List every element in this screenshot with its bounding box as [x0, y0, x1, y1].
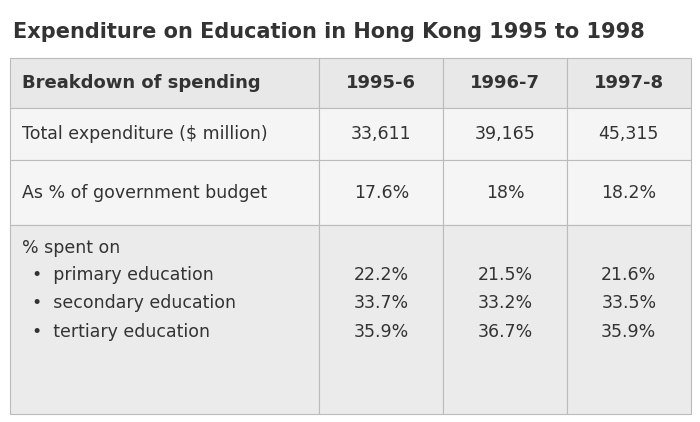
- Text: 45,315: 45,315: [598, 125, 659, 143]
- Bar: [10, 160, 319, 225]
- Text: 22.2%: 22.2%: [354, 266, 409, 284]
- Text: Total expenditure ($ million): Total expenditure ($ million): [22, 125, 267, 143]
- Text: 21.6%: 21.6%: [601, 266, 657, 284]
- Text: •  secondary education: • secondary education: [32, 295, 236, 313]
- Text: 33.2%: 33.2%: [477, 295, 533, 313]
- Bar: [567, 58, 691, 108]
- Bar: [443, 108, 567, 160]
- Bar: [567, 160, 691, 225]
- Bar: [567, 108, 691, 160]
- Text: Expenditure on Education in Hong Kong 1995 to 1998: Expenditure on Education in Hong Kong 19…: [13, 22, 645, 42]
- Text: 1996-7: 1996-7: [470, 74, 540, 92]
- Text: 21.5%: 21.5%: [477, 266, 533, 284]
- Bar: [443, 225, 567, 414]
- Text: 1995-6: 1995-6: [346, 74, 416, 92]
- Text: Breakdown of spending: Breakdown of spending: [22, 74, 260, 92]
- Bar: [319, 58, 443, 108]
- Text: •  primary education: • primary education: [32, 266, 214, 284]
- Text: 18%: 18%: [486, 184, 524, 201]
- Bar: [319, 108, 443, 160]
- Bar: [319, 160, 443, 225]
- Bar: [10, 108, 319, 160]
- Bar: [567, 225, 691, 414]
- Text: •  tertiary education: • tertiary education: [32, 323, 210, 341]
- Text: 1997-8: 1997-8: [594, 74, 664, 92]
- Text: 18.2%: 18.2%: [601, 184, 657, 201]
- Bar: [319, 225, 443, 414]
- Text: 17.6%: 17.6%: [354, 184, 409, 201]
- Text: 35.9%: 35.9%: [601, 323, 657, 341]
- Bar: [443, 160, 567, 225]
- Text: 33.5%: 33.5%: [601, 295, 657, 313]
- Text: 36.7%: 36.7%: [477, 323, 533, 341]
- Text: 33,611: 33,611: [351, 125, 412, 143]
- Text: 39,165: 39,165: [475, 125, 536, 143]
- Bar: [10, 225, 319, 414]
- Bar: [10, 58, 319, 108]
- Text: % spent on: % spent on: [22, 239, 120, 257]
- Bar: [443, 58, 567, 108]
- Text: 35.9%: 35.9%: [354, 323, 409, 341]
- Text: As % of government budget: As % of government budget: [22, 184, 267, 201]
- Text: 33.7%: 33.7%: [354, 295, 409, 313]
